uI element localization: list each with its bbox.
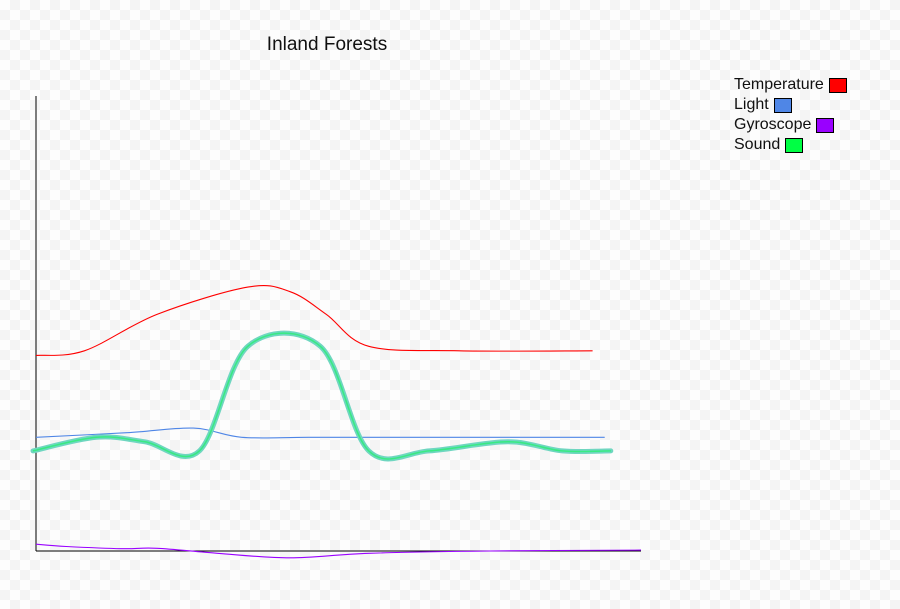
legend-item-light: Light bbox=[734, 95, 847, 115]
legend-swatch-light bbox=[773, 97, 792, 113]
legend-swatch-gyroscope bbox=[816, 117, 835, 133]
series-line-sound-glow bbox=[30, 330, 614, 462]
legend-item-sound: Sound bbox=[734, 135, 847, 155]
legend: Temperature Light Gyroscope Sound bbox=[734, 75, 847, 155]
series-line-sound bbox=[32, 332, 611, 460]
series-line-gyroscope bbox=[35, 543, 642, 559]
legend-label-sound: Sound bbox=[734, 136, 781, 153]
legend-swatch-temperature bbox=[828, 77, 847, 93]
series-line-temperature bbox=[35, 285, 593, 356]
legend-label-light: Light bbox=[734, 96, 769, 113]
legend-label-gyroscope: Gyroscope bbox=[734, 116, 812, 133]
series-line-light bbox=[35, 427, 605, 439]
legend-item-temperature: Temperature bbox=[734, 75, 847, 95]
legend-label-temperature: Temperature bbox=[734, 76, 824, 93]
chart-title: Inland Forests bbox=[267, 34, 387, 55]
legend-swatch-sound bbox=[785, 137, 804, 153]
legend-item-gyroscope: Gyroscope bbox=[734, 115, 847, 135]
series-layer bbox=[30, 285, 642, 559]
